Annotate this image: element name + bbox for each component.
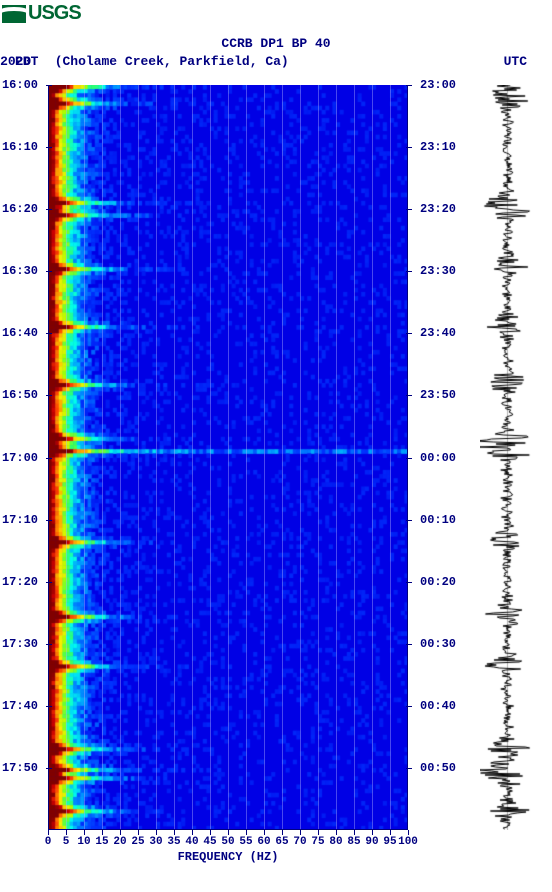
x-label: 20	[113, 836, 126, 848]
x-label: 85	[347, 836, 360, 848]
x-label: 75	[311, 836, 324, 848]
location-label: (Cholame Creek, Parkfield, Ca)	[55, 54, 289, 69]
spectrogram-canvas	[48, 85, 408, 830]
y-left-label: 16:30	[2, 264, 38, 278]
x-label: 95	[383, 836, 396, 848]
x-label: 15	[95, 836, 108, 848]
x-label: 30	[149, 836, 162, 848]
x-label: 80	[329, 836, 342, 848]
x-label: 45	[203, 836, 216, 848]
y-right-label: 00:10	[420, 513, 456, 527]
y-left-label: 17:20	[2, 575, 38, 589]
y-right-label: 23:20	[420, 202, 456, 216]
y-left-label: 17:10	[2, 513, 38, 527]
x-axis-title: FREQUENCY (HZ)	[48, 850, 408, 864]
y-right-label: 23:30	[420, 264, 456, 278]
x-label: 0	[45, 836, 52, 848]
x-label: 100	[398, 836, 418, 848]
chart-header: CCRB DP1 BP 40 PDT Apr29,2020 (Cholame C…	[0, 35, 552, 71]
y-right-label: 23:40	[420, 326, 456, 340]
x-label: 55	[239, 836, 252, 848]
y-axis-left: 16:0016:1016:2016:3016:4016:5017:0017:10…	[2, 85, 46, 830]
seismogram-canvas	[480, 85, 535, 830]
x-label: 60	[257, 836, 270, 848]
x-label: 25	[131, 836, 144, 848]
spectrogram-chart	[48, 85, 408, 830]
y-right-label: 23:10	[420, 140, 456, 154]
y-left-label: 17:30	[2, 637, 38, 651]
x-label: 10	[77, 836, 90, 848]
y-left-label: 16:50	[2, 388, 38, 402]
x-label: 65	[275, 836, 288, 848]
date-label: Apr29,2020	[0, 54, 31, 69]
y-right-label: 23:00	[420, 78, 456, 92]
x-label: 35	[167, 836, 180, 848]
tz-right-label: UTC	[504, 53, 527, 71]
x-label: 40	[185, 836, 198, 848]
y-right-label: 00:40	[420, 699, 456, 713]
x-label: 5	[63, 836, 70, 848]
y-left-label: 16:10	[2, 140, 38, 154]
y-left-label: 17:40	[2, 699, 38, 713]
y-left-label: 16:20	[2, 202, 38, 216]
y-left-label: 16:40	[2, 326, 38, 340]
x-label: 50	[221, 836, 234, 848]
wave-icon	[2, 5, 26, 23]
y-left-label: 16:00	[2, 78, 38, 92]
seismogram-trace	[480, 85, 535, 830]
y-right-label: 00:30	[420, 637, 456, 651]
y-left-label: 17:00	[2, 451, 38, 465]
y-right-label: 00:00	[420, 451, 456, 465]
chart-title: CCRB DP1 BP 40	[0, 35, 552, 53]
x-label: 70	[293, 836, 306, 848]
y-axis-right: 23:0023:1023:2023:3023:4023:5000:0000:10…	[412, 85, 462, 830]
x-label: 90	[365, 836, 378, 848]
y-right-label: 00:50	[420, 761, 456, 775]
y-right-label: 23:50	[420, 388, 456, 402]
usgs-logo: USGS	[2, 2, 81, 25]
logo-text: USGS	[28, 2, 81, 25]
y-right-label: 00:20	[420, 575, 456, 589]
y-left-label: 17:50	[2, 761, 38, 775]
